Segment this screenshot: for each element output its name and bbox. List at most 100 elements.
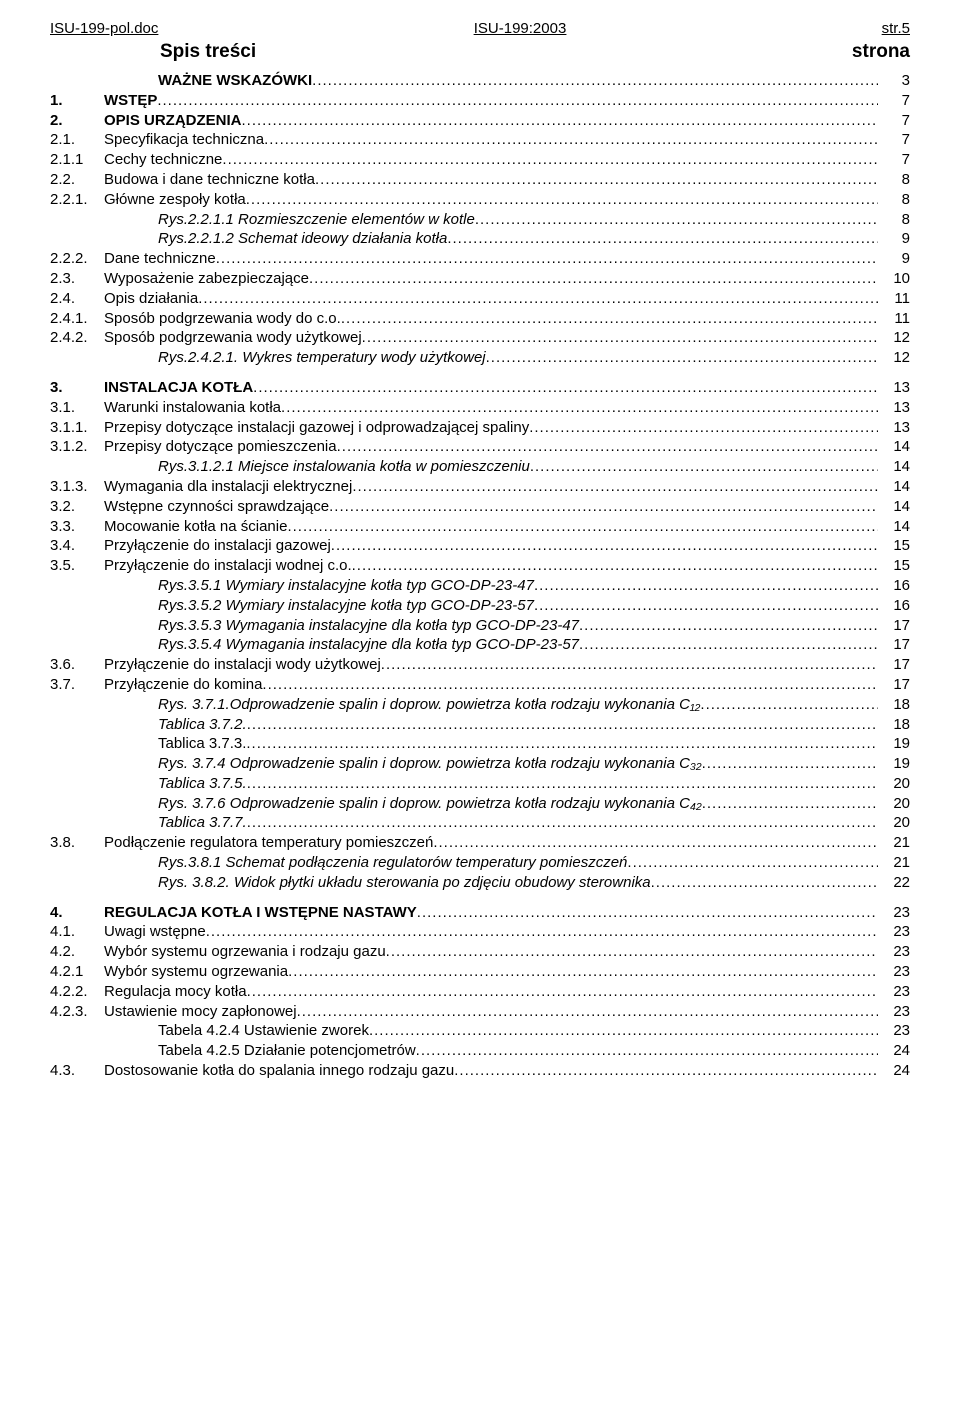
- toc-page-number: 3: [878, 71, 910, 91]
- toc-page-number: 15: [878, 556, 910, 576]
- toc-leader-dots: [381, 655, 878, 675]
- toc-text: Podłączenie regulatora temperatury pomie…: [104, 833, 433, 853]
- toc-leader-dots: [331, 536, 878, 556]
- toc-page-number: 12: [878, 348, 910, 368]
- toc-leader-dots: [447, 229, 878, 249]
- toc-page-number: 24: [878, 1061, 910, 1081]
- toc-leader-dots: [247, 774, 878, 794]
- toc-number: 3.3.: [50, 517, 104, 537]
- toc-leader-dots: [247, 813, 878, 833]
- toc-line: 4.2.3.Ustawienie mocy zapłonowej23: [50, 1002, 910, 1022]
- toc-text: Przyłączenie do instalacji wody użytkowe…: [104, 655, 381, 675]
- toc-line: Tablica 3.7.7.20: [50, 813, 910, 833]
- toc-text: Regulacja mocy kotła: [104, 982, 247, 1002]
- toc-page-number: 7: [878, 91, 910, 111]
- toc-page-number: 12: [878, 328, 910, 348]
- toc-text: Rys.3.8.1 Schemat podłączenia regulatoró…: [158, 853, 627, 873]
- toc-leader-dots: [341, 309, 878, 329]
- toc-leader-dots: [416, 1041, 878, 1061]
- toc-text: Rys. 3.7.1.Odprowadzenie spalin i doprow…: [158, 695, 700, 715]
- toc-text: Sposób podgrzewania wody do c.o.: [104, 309, 341, 329]
- toc-page-number: 7: [878, 150, 910, 170]
- toc-leader-dots: [417, 903, 878, 923]
- toc-text: INSTALACJA KOTŁA: [104, 378, 253, 398]
- toc-page-number: 23: [878, 1021, 910, 1041]
- toc-page-number: 21: [878, 833, 910, 853]
- toc-leader-dots: [329, 497, 878, 517]
- toc-text: Tabela 4.2.5 Działanie potencjometrów: [158, 1041, 416, 1061]
- toc-line: Rys.3.1.2.1 Miejsce instalowania kotła w…: [50, 457, 910, 477]
- toc-line: Tablica 3.7.5.20: [50, 774, 910, 794]
- toc-page-number: 18: [878, 715, 910, 735]
- toc-number: 3.2.: [50, 497, 104, 517]
- toc-number: 3.1.3.: [50, 477, 104, 497]
- toc-page-number: 24: [878, 1041, 910, 1061]
- toc-line: 3.INSTALACJA KOTŁA13: [50, 378, 910, 398]
- toc-number: 3.: [50, 378, 104, 398]
- toc-number: 4.1.: [50, 922, 104, 942]
- toc-line: Rys.2.2.1.1 Rozmieszczenie elementów w k…: [50, 210, 910, 230]
- toc-leader-dots: [216, 249, 878, 269]
- toc-number: 3.1.: [50, 398, 104, 418]
- toc-line: Rys. 3.7.1.Odprowadzenie spalin i doprow…: [50, 695, 910, 715]
- toc-text: Uwagi wstępne: [104, 922, 206, 942]
- toc-leader-dots: [651, 873, 878, 893]
- toc-leader-dots: [534, 596, 878, 616]
- toc-page-number: 19: [878, 754, 910, 774]
- toc-leader-dots: [312, 71, 878, 91]
- toc-leader-dots: [579, 616, 878, 636]
- doc-header: ISU-199-pol.doc ISU-199:2003 str.5: [50, 20, 910, 37]
- toc-line: 4.1.Uwagi wstępne23: [50, 922, 910, 942]
- toc-number: 2.2.1.: [50, 190, 104, 210]
- toc-line: 2.2.1.Główne zespoły kotła8: [50, 190, 910, 210]
- toc-number: 2.1.1: [50, 150, 104, 170]
- toc-line: Rys.3.5.4 Wymagania instalacyjne dla kot…: [50, 635, 910, 655]
- toc-leader-dots: [702, 794, 878, 814]
- toc-line: Tablica 3.7.3.19: [50, 734, 910, 754]
- toc-leader-dots: [246, 734, 878, 754]
- toc-leader-dots: [253, 378, 878, 398]
- toc-line: 3.8.Podłączenie regulatora temperatury p…: [50, 833, 910, 853]
- toc-line: Rys. 3.7.4 Odprowadzenie spalin i doprow…: [50, 754, 910, 774]
- toc-line: Rys.3.5.1 Wymiary instalacyjne kotła typ…: [50, 576, 910, 596]
- toc-page-number: 16: [878, 576, 910, 596]
- toc-line: 2.2.Budowa i dane techniczne kotła8: [50, 170, 910, 190]
- toc-text: Rys. 3.7.6 Odprowadzenie spalin i doprow…: [158, 794, 702, 814]
- toc-leader-dots: [242, 111, 878, 131]
- toc-line: Tablica 3.7.2.18: [50, 715, 910, 735]
- toc-number: 2.4.: [50, 289, 104, 309]
- toc-text: Tablica 3.7.5.: [158, 774, 247, 794]
- toc-line: 2.4.1.Sposób podgrzewania wody do c.o.11: [50, 309, 910, 329]
- toc-page-number: 18: [878, 695, 910, 715]
- toc-leader-dots: [352, 477, 878, 497]
- toc-page-number: 8: [878, 210, 910, 230]
- toc-leader-dots: [454, 1061, 878, 1081]
- toc-text: Rys. 3.8.2. Widok płytki układu sterowan…: [158, 873, 651, 893]
- toc-line: Rys. 3.8.2. Widok płytki układu sterowan…: [50, 873, 910, 893]
- toc-leader-dots: [337, 437, 878, 457]
- toc-number: 4.2.3.: [50, 1002, 104, 1022]
- toc-page-number: 11: [878, 289, 910, 309]
- toc-text: Wybór systemu ogrzewania: [104, 962, 288, 982]
- toc-page-number: 20: [878, 813, 910, 833]
- header-left: ISU-199-pol.doc: [50, 20, 158, 37]
- toc-leader-dots: [247, 982, 878, 1002]
- toc-page-number: 17: [878, 675, 910, 695]
- toc-page-number: 9: [878, 249, 910, 269]
- toc-line: Rys.2.4.2.1. Wykres temperatury wody uży…: [50, 348, 910, 368]
- toc-leader-dots: [529, 418, 878, 438]
- header-center: ISU-199:2003: [474, 20, 567, 37]
- toc-number: 4.2.: [50, 942, 104, 962]
- toc-text: Rys.3.1.2.1 Miejsce instalowania kotła w…: [158, 457, 530, 477]
- toc-text: Rys.2.2.1.1 Rozmieszczenie elementów w k…: [158, 210, 475, 230]
- toc-text: Przepisy dotyczące instalacji gazowej i …: [104, 418, 529, 438]
- toc-leader-dots: [247, 715, 878, 735]
- toc-text: Wyposażenie zabezpieczające: [104, 269, 309, 289]
- toc-leader-dots: [475, 210, 878, 230]
- toc-page-number: 14: [878, 497, 910, 517]
- toc-leader-dots: [206, 922, 878, 942]
- toc-page-number: 15: [878, 536, 910, 556]
- toc-page-number: 10: [878, 269, 910, 289]
- toc-line: 3.1.3.Wymagania dla instalacji elektrycz…: [50, 477, 910, 497]
- toc-number: 2.3.: [50, 269, 104, 289]
